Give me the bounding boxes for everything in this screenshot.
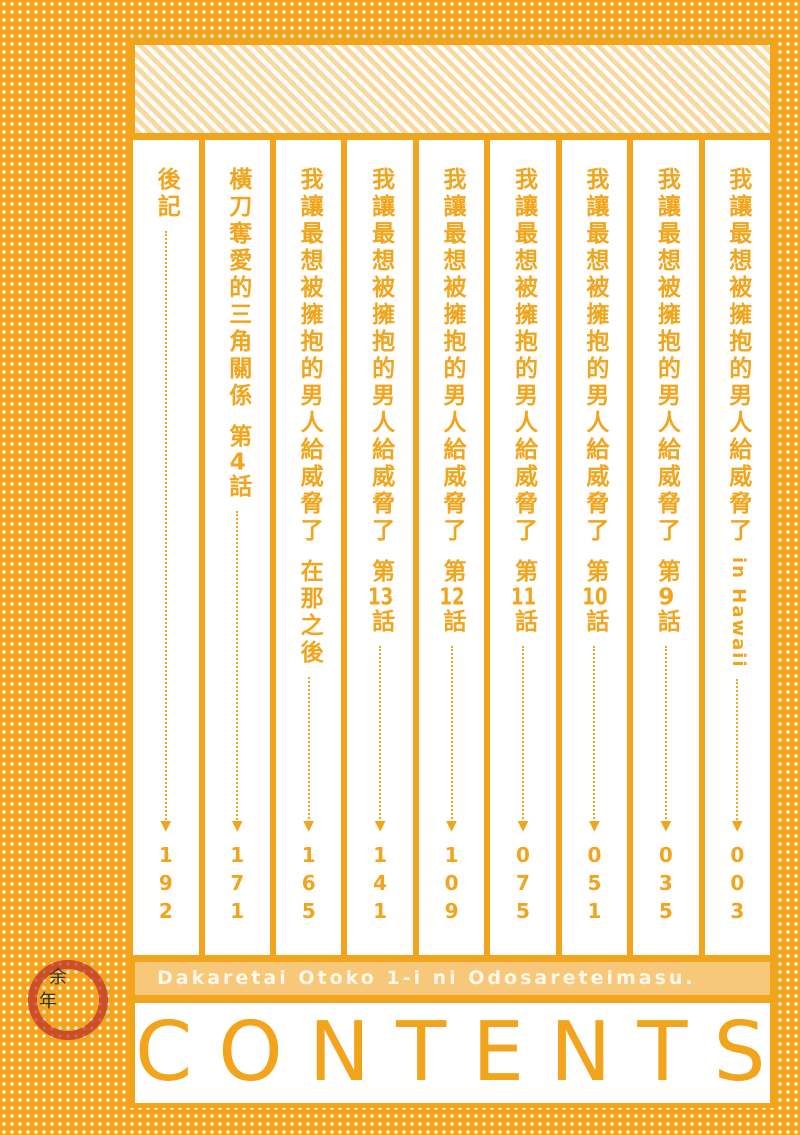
entry-title: 我讓最想被擁抱的男人給威脅了第11話	[510, 167, 537, 636]
arrow-down-icon: ▼	[731, 818, 743, 834]
arrow-down-icon: ▼	[660, 818, 672, 834]
leader-dots	[236, 511, 239, 823]
leader-dots	[521, 646, 524, 823]
toc-entry[interactable]: 我讓最想被擁抱的男人給威脅了第11話 ▼ 075	[490, 140, 556, 955]
entry-title: 我讓最想被擁抱的男人給威脅了第9話	[653, 167, 680, 636]
leader-dots	[664, 646, 667, 823]
arrow-down-icon: ▼	[589, 818, 600, 834]
toc-entry[interactable]: 我讓最想被擁抱的男人給威脅了在那之後 ▼ 165	[275, 140, 342, 955]
entry-title: 後記	[153, 167, 180, 221]
entry-title: 我讓最想被擁抱的男人給威脅了在那之後	[296, 167, 323, 667]
toc-columns: 我讓最想被擁抱的男人給威脅了 in Hawaii ▼ 003 我讓最想被擁抱的男人…	[133, 140, 770, 955]
page-number: 075	[510, 843, 535, 927]
entry-title: 我讓最想被擁抱的男人給威脅了第10話	[581, 167, 608, 636]
leader-dots	[164, 231, 167, 823]
series-subtitle: Dakaretai Otoko 1-i ni Odosareteimasu.	[135, 962, 770, 995]
toc-entry[interactable]: 我讓最想被擁抱的男人給威脅了第13話 ▼ 141	[347, 140, 413, 955]
arrow-down-icon: ▼	[374, 818, 386, 834]
toc-entry[interactable]: 我讓最想被擁抱的男人給威脅了第12話 ▼ 109	[418, 140, 485, 955]
page-number: 003	[725, 843, 750, 927]
arrow-down-icon: ▼	[446, 818, 457, 834]
entry-title: 橫刀奪愛的三角關係第4話	[224, 167, 251, 501]
toc-entry[interactable]: 我讓最想被擁抱的男人給威脅了第9話 ▼ 035	[633, 140, 699, 955]
leader-dots	[379, 646, 382, 823]
leader-dots	[307, 677, 310, 823]
striped-header-band	[135, 45, 770, 133]
toc-entry[interactable]: 後記 ▼ 192	[133, 140, 199, 955]
toc-entry[interactable]: 我讓最想被擁抱的男人給威脅了 in Hawaii ▼ 003	[704, 140, 770, 955]
page-number: 171	[225, 843, 250, 927]
toc-entry[interactable]: 我讓最想被擁抱的男人給威脅了第10話 ▼ 051	[561, 140, 628, 955]
page-number: 051	[582, 843, 607, 927]
page-number: 109	[439, 843, 464, 927]
entry-title: 我讓最想被擁抱的男人給威脅了 in Hawaii	[724, 167, 751, 669]
leader-dots	[450, 646, 453, 823]
watermark-seal: 余年	[28, 960, 108, 1040]
page-number: 035	[653, 843, 678, 927]
entry-title: 我讓最想被擁抱的男人給威脅了第13話	[367, 167, 394, 636]
arrow-down-icon: ▼	[231, 818, 243, 834]
toc-entry[interactable]: 橫刀奪愛的三角關係第4話 ▼ 171	[204, 140, 270, 955]
contents-heading: CONTENTS	[135, 1003, 770, 1103]
arrow-down-icon: ▼	[160, 818, 172, 834]
page-number: 165	[296, 843, 321, 927]
page-number: 141	[368, 843, 393, 927]
contents-frame: 我讓最想被擁抱的男人給威脅了 in Hawaii ▼ 003 我讓最想被擁抱的男人…	[130, 40, 775, 1108]
leader-dots	[736, 678, 739, 823]
arrow-down-icon: ▼	[303, 818, 315, 834]
leader-dots	[593, 646, 596, 823]
page-number: 192	[153, 843, 178, 927]
entry-title: 我讓最想被擁抱的男人給威脅了第12話	[439, 167, 466, 636]
arrow-down-icon: ▼	[517, 818, 529, 834]
